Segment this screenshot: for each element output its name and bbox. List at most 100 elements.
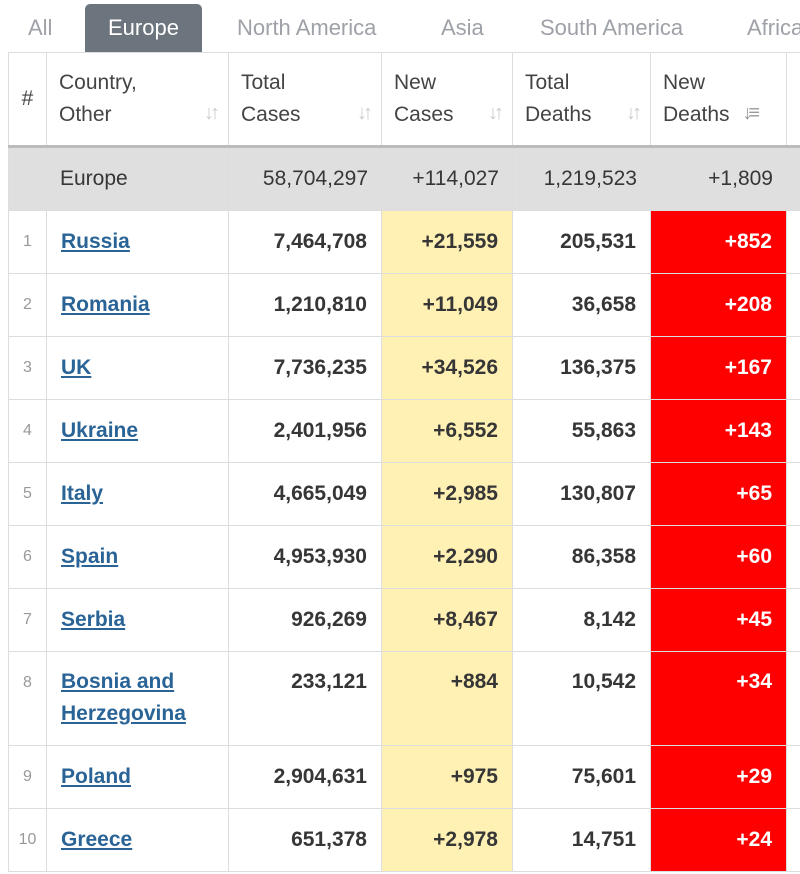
row-number: 9 [8, 745, 47, 809]
row-number: 2 [8, 273, 47, 337]
new-cases-cell: +34,526 [381, 336, 513, 400]
tab-europe[interactable]: Europe [85, 4, 202, 52]
tab-africa[interactable]: Africa [747, 15, 800, 40]
table-row: 5 Italy 4,665,049 +2,985 130,807 +65 [8, 462, 800, 526]
header-label: New [663, 71, 706, 94]
tab-south-america[interactable]: South America [540, 15, 684, 40]
extra-cell [786, 273, 800, 337]
total-deaths-cell: 10,542 [512, 651, 651, 746]
total-deaths-cell: 55,863 [512, 399, 651, 463]
new-cases-cell: +2,290 [381, 525, 513, 589]
header-new-deaths[interactable]: New Deaths ↓≡ [650, 52, 787, 147]
row-number: 1 [8, 210, 47, 274]
total-deaths-cell: 36,658 [512, 273, 651, 337]
extra-cell [786, 588, 800, 652]
total-total-deaths: 1,219,523 [512, 145, 651, 211]
extra-cell [786, 462, 800, 526]
country-link[interactable]: Romania [61, 293, 150, 316]
total-cases-cell: 4,665,049 [228, 462, 382, 526]
row-number: 5 [8, 462, 47, 526]
country-link[interactable]: Poland [61, 765, 132, 788]
country-cell: Poland [46, 745, 229, 809]
table-row: 1 Russia 7,464,708 +21,559 205,531 +852 [8, 210, 800, 274]
country-cell: Russia [46, 210, 229, 274]
new-deaths-cell: +852 [650, 210, 787, 274]
header-new-cases[interactable]: New Cases ↓↑ [381, 52, 513, 147]
header-label: Other [59, 103, 112, 126]
country-link[interactable]: UK [61, 356, 92, 379]
tab-north-america[interactable]: North America [237, 15, 377, 40]
extra-cell [786, 525, 800, 589]
row-number: 4 [8, 399, 47, 463]
header-label: Total [525, 71, 570, 94]
total-new-deaths: +1,809 [650, 145, 787, 211]
extra-cell [786, 808, 800, 872]
row-number: 10 [8, 808, 47, 872]
total-num [8, 145, 47, 211]
total-cases-cell: 1,210,810 [228, 273, 382, 337]
country-cell: Serbia [46, 588, 229, 652]
table-row: 8 Bosnia and Herzegovina 233,121 +884 10… [8, 651, 800, 746]
new-cases-cell: +884 [381, 651, 513, 746]
header-label: Cases [394, 103, 454, 126]
country-link[interactable]: Spain [61, 545, 119, 568]
country-cell: Spain [46, 525, 229, 589]
total-cases-cell: 233,121 [228, 651, 382, 746]
header-label: Deaths [525, 103, 592, 126]
total-deaths-cell: 130,807 [512, 462, 651, 526]
total-cases-cell: 926,269 [228, 588, 382, 652]
header-label: Country, [59, 71, 137, 94]
new-cases-cell: +2,985 [381, 462, 513, 526]
extra-cell [786, 651, 800, 746]
total-deaths-cell: 205,531 [512, 210, 651, 274]
row-number: 6 [8, 525, 47, 589]
country-link[interactable]: Ukraine [61, 419, 139, 442]
header-label: New [394, 71, 437, 94]
new-deaths-cell: +65 [650, 462, 787, 526]
new-deaths-cell: +208 [650, 273, 787, 337]
extra-cell [786, 745, 800, 809]
sort-icon: ↓↑ [488, 102, 504, 124]
header-total-deaths[interactable]: Total Deaths ↓↑ [512, 52, 651, 147]
total-cases-cell: 651,378 [228, 808, 382, 872]
tab-all[interactable]: All [28, 15, 53, 40]
new-deaths-cell: +143 [650, 399, 787, 463]
total-deaths-cell: 8,142 [512, 588, 651, 652]
total-cases-cell: 4,953,930 [228, 525, 382, 589]
total-deaths-cell: 86,358 [512, 525, 651, 589]
extra-cell [786, 336, 800, 400]
country-cell: UK [46, 336, 229, 400]
country-cell: Ukraine [46, 399, 229, 463]
header-label: Cases [241, 103, 301, 126]
country-link[interactable]: Russia [61, 230, 130, 253]
header-total-cases[interactable]: Total Cases ↓↑ [228, 52, 382, 147]
extra-cell [786, 210, 800, 274]
row-number: 8 [8, 651, 47, 746]
new-cases-cell: +2,978 [381, 808, 513, 872]
new-deaths-cell: +29 [650, 745, 787, 809]
region-tabs: All Europe North America Asia South Amer… [0, 4, 800, 52]
header-num: # [8, 52, 47, 147]
header-label: Total [241, 71, 286, 94]
row-number: 7 [8, 588, 47, 652]
new-cases-cell: +6,552 [381, 399, 513, 463]
table-row: 4 Ukraine 2,401,956 +6,552 55,863 +143 [8, 399, 800, 463]
row-number: 3 [8, 336, 47, 400]
country-cell: Italy [46, 462, 229, 526]
new-cases-cell: +21,559 [381, 210, 513, 274]
sort-icon: ↓↑ [626, 102, 642, 124]
country-link[interactable]: Serbia [61, 608, 126, 631]
country-link[interactable]: Greece [61, 828, 133, 851]
country-link[interactable]: Italy [61, 482, 104, 505]
total-cases-cell: 2,401,956 [228, 399, 382, 463]
table-row: 9 Poland 2,904,631 +975 75,601 +29 [8, 745, 800, 809]
country-link[interactable]: Bosnia and Herzegovina [61, 670, 186, 725]
header-country[interactable]: Country, Other ↓↑ [46, 52, 229, 147]
country-cell: Bosnia and Herzegovina [46, 651, 229, 746]
total-deaths-cell: 75,601 [512, 745, 651, 809]
table-row: 3 UK 7,736,235 +34,526 136,375 +167 [8, 336, 800, 400]
new-cases-cell: +11,049 [381, 273, 513, 337]
table-row: 2 Romania 1,210,810 +11,049 36,658 +208 [8, 273, 800, 337]
tab-asia[interactable]: Asia [441, 15, 484, 40]
total-name: Europe [46, 145, 229, 211]
